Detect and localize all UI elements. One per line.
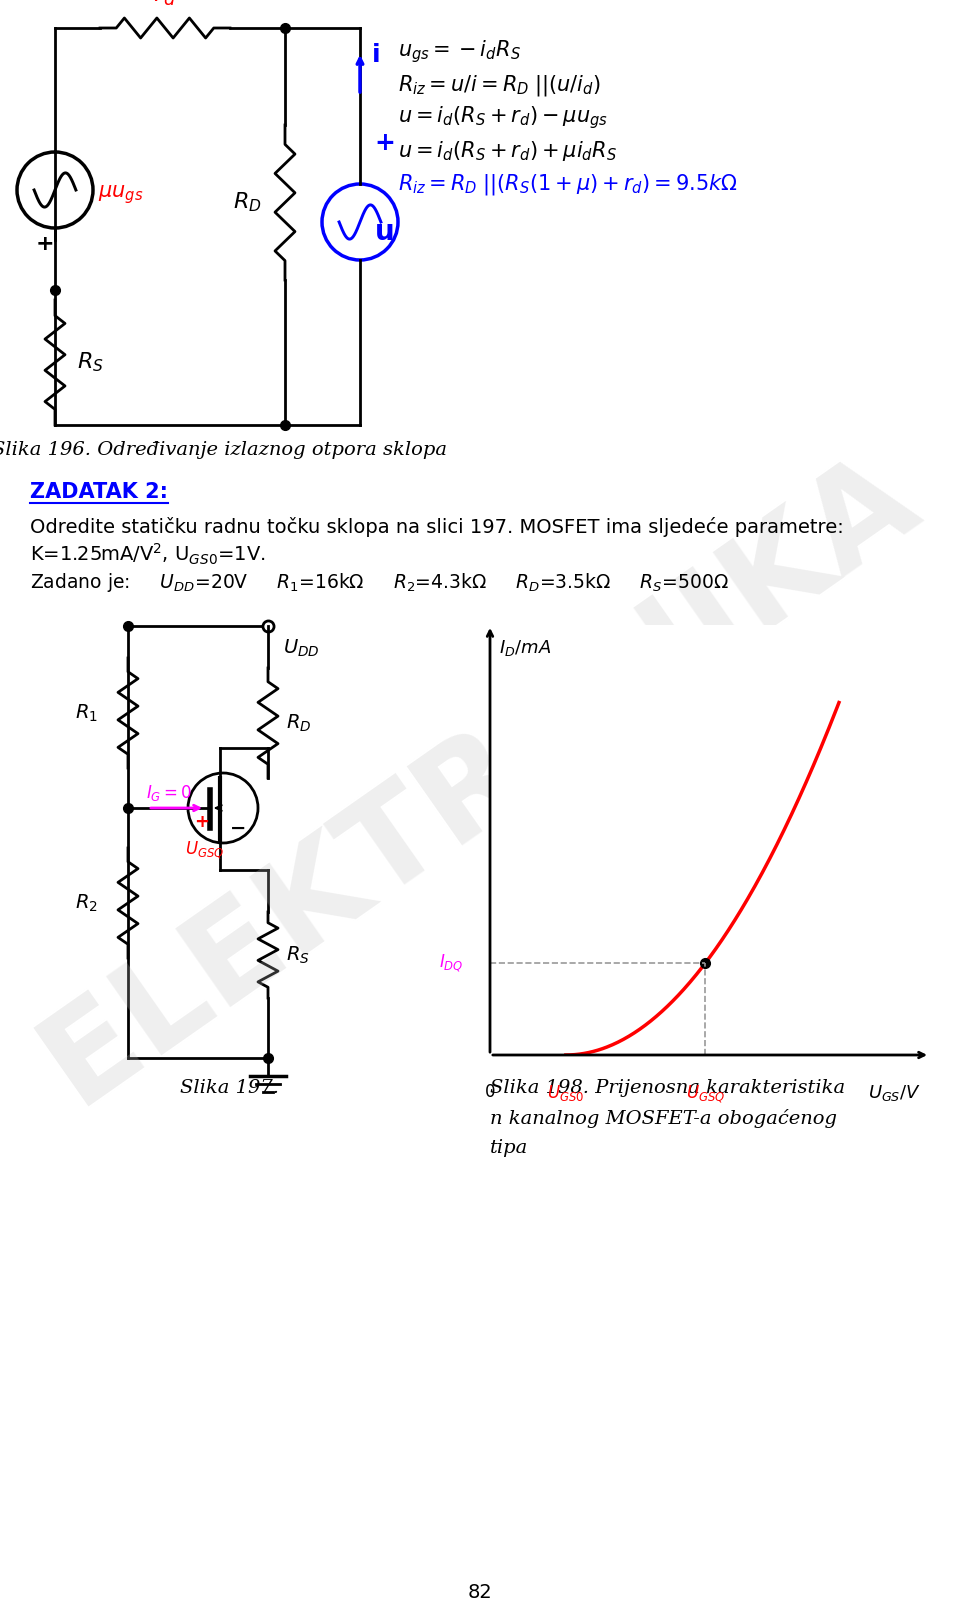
- Text: K=1.25mA/V$^2$, U$_{GS0}$=1V.: K=1.25mA/V$^2$, U$_{GS0}$=1V.: [30, 542, 266, 566]
- Text: +: +: [36, 235, 55, 254]
- Text: $\mu u_{gs}$: $\mu u_{gs}$: [98, 183, 143, 207]
- Text: Slika 196. Određivanje izlaznog otpora sklopa: Slika 196. Određivanje izlaznog otpora s…: [0, 442, 447, 460]
- Text: Slika 198. Prijenosna karakteristika: Slika 198. Prijenosna karakteristika: [490, 1079, 845, 1097]
- Text: $R_D$: $R_D$: [232, 191, 261, 214]
- Text: $u_{gs}=-i_d R_S$: $u_{gs}=-i_d R_S$: [398, 39, 521, 65]
- Text: i: i: [372, 44, 380, 66]
- Text: u: u: [375, 218, 395, 246]
- Text: Odredite statičku radnu točku sklopa na slici 197. MOSFET ima sljedeće parametre: Odredite statičku radnu točku sklopa na …: [30, 518, 844, 537]
- Text: n kanalnog MOSFET-a obogaćenog: n kanalnog MOSFET-a obogaćenog: [490, 1108, 837, 1128]
- Text: $R_{iz}=u/i=R_D\;||(u/i_d)$: $R_{iz}=u/i=R_D\;||(u/i_d)$: [398, 73, 601, 97]
- Text: +: +: [195, 812, 209, 832]
- Text: $U_{DD}$: $U_{DD}$: [283, 637, 320, 659]
- Text: ELEKTRONIKA: ELEKTRONIKA: [20, 430, 940, 1129]
- Text: $U_{GS}/V$: $U_{GS}/V$: [869, 1082, 922, 1103]
- Text: $I_D/mA$: $I_D/mA$: [499, 637, 551, 659]
- Text: $U_{GSQ}$: $U_{GSQ}$: [685, 1082, 725, 1105]
- Text: $R_2$: $R_2$: [75, 893, 97, 914]
- Text: $R_{iz}=R_D\;||(R_S(1+\mu)+r_d)=9.5k\Omega$: $R_{iz}=R_D\;||(R_S(1+\mu)+r_d)=9.5k\Ome…: [398, 172, 738, 196]
- Text: $R_D$: $R_D$: [286, 712, 311, 733]
- Text: −: −: [229, 819, 246, 838]
- Text: $u=i_d(R_S+r_d)-\mu u_{gs}$: $u=i_d(R_S+r_d)-\mu u_{gs}$: [398, 105, 608, 131]
- Text: $u=i_d(R_S+r_d)+\mu i_d R_S$: $u=i_d(R_S+r_d)+\mu i_d R_S$: [398, 139, 617, 163]
- Text: $R_S$: $R_S$: [286, 945, 310, 966]
- Text: +: +: [374, 131, 395, 155]
- Text: 0: 0: [485, 1082, 495, 1100]
- Text: Zadano je:     $U_{DD}$=20V     $R_1$=16k$\Omega$     $R_2$=4.3k$\Omega$     $R_: Zadano je: $U_{DD}$=20V $R_1$=16k$\Omega…: [30, 571, 729, 594]
- Text: $U_{GS0}$: $U_{GS0}$: [547, 1082, 585, 1103]
- Text: $I_G= 0$: $I_G= 0$: [146, 783, 192, 803]
- Text: 82: 82: [468, 1582, 492, 1602]
- Text: $r_d$: $r_d$: [154, 0, 177, 8]
- Text: tipa: tipa: [490, 1139, 528, 1157]
- Text: $I_{DQ}$: $I_{DQ}$: [439, 951, 464, 974]
- Text: $R_1$: $R_1$: [75, 702, 98, 723]
- Text: $R_S$: $R_S$: [77, 349, 104, 374]
- Text: $U_{GSQ}$: $U_{GSQ}$: [185, 840, 225, 861]
- Text: ZADATAK 2:: ZADATAK 2:: [30, 482, 168, 502]
- Text: Slika 197.: Slika 197.: [180, 1079, 279, 1097]
